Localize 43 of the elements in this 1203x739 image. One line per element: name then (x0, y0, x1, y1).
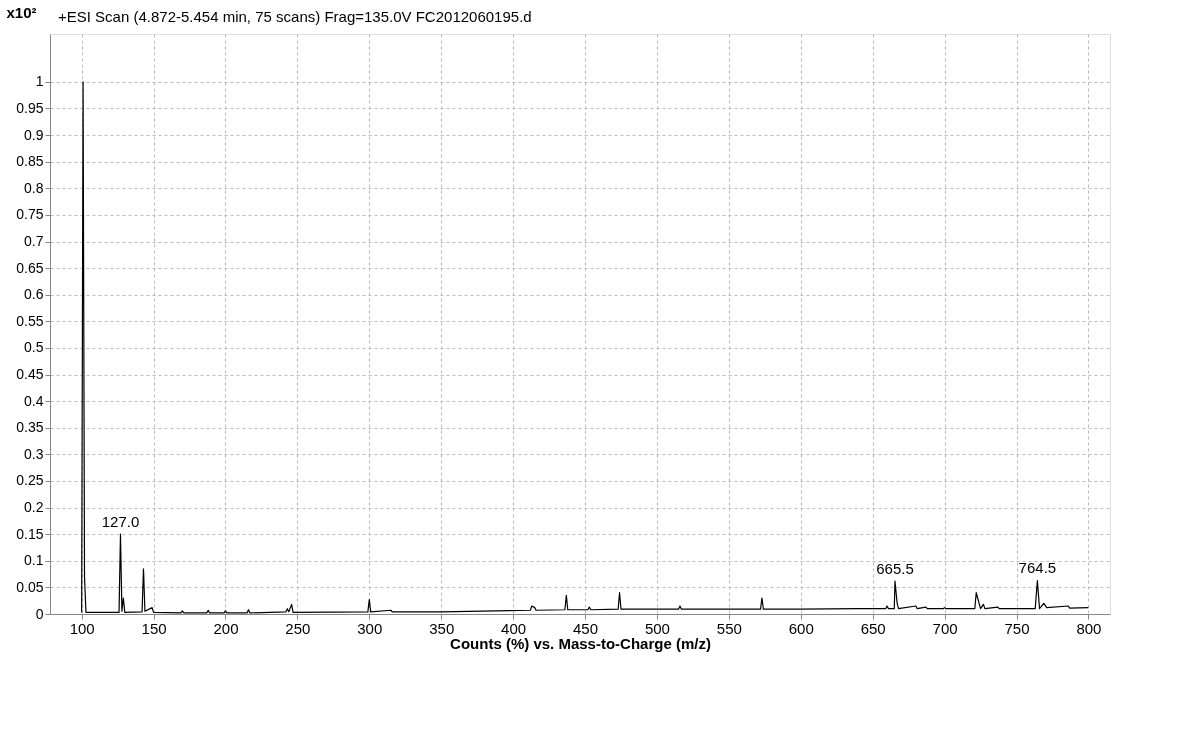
y-tick-label: 0.8 (24, 179, 44, 196)
y-tick-label: 0.45 (16, 366, 44, 383)
x-tick-label: 450 (573, 619, 599, 637)
y-tick-label: 0.05 (16, 578, 44, 595)
y-axis-title: x10² (6, 3, 37, 21)
annotation: 764.5 (1018, 559, 1057, 577)
y-tick-label: 0.1 (24, 552, 44, 569)
chart-title: +ESI Scan (4.872-5.454 min, 75 scans) Frag=135.0V FC2012060195.d (58, 8, 532, 25)
y-tick-label: 1 (35, 73, 44, 90)
x-tick-label: 800 (1076, 619, 1102, 637)
y-tick-label: 0.4 (24, 392, 44, 409)
y-tick-label: 0 (35, 605, 44, 622)
y-tick-label: 0.75 (16, 206, 44, 223)
y-tick-label: 0.95 (16, 100, 44, 116)
y-tick-label: 0.7 (24, 233, 44, 250)
x-tick-label: 400 (501, 619, 527, 637)
y-tick-label: 0.2 (24, 499, 44, 516)
x-tick-label: 500 (644, 619, 670, 637)
x-tick-label: 750 (1004, 619, 1030, 637)
y-tick-label: 0.85 (16, 153, 44, 170)
annotation: 665.5 (876, 560, 914, 578)
x-tick-label: 700 (932, 619, 958, 637)
x-tick-label: 250 (285, 619, 311, 637)
x-tick-label: 650 (860, 619, 886, 637)
y-tick-label: 0.3 (24, 445, 44, 462)
x-tick-label: 550 (716, 619, 742, 637)
x-tick-label: 200 (213, 619, 239, 637)
x-tick-label: 150 (141, 619, 167, 637)
x-tick-label: 350 (429, 619, 455, 637)
annotation: 127.0 (101, 513, 140, 531)
y-tick-label: 0.9 (24, 126, 44, 143)
y-tick-label: 0.6 (24, 286, 44, 303)
y-tick-label: 0.65 (16, 259, 44, 276)
y-tick-label: 0.5 (24, 339, 44, 356)
x-tick-label: 300 (357, 619, 383, 637)
y-tick-label: 0.55 (16, 312, 44, 329)
x-axis-title: Counts (%) vs. Mass-to-Charge (m/z) (450, 634, 711, 652)
line-series (81, 81, 1090, 614)
y-tick-label: 0.15 (16, 525, 44, 542)
x-tick-label: 100 (69, 619, 95, 637)
x-tick-label: 600 (788, 619, 814, 637)
y-tick-label: 0.25 (16, 472, 44, 489)
y-tick-label: 0.35 (16, 419, 44, 436)
